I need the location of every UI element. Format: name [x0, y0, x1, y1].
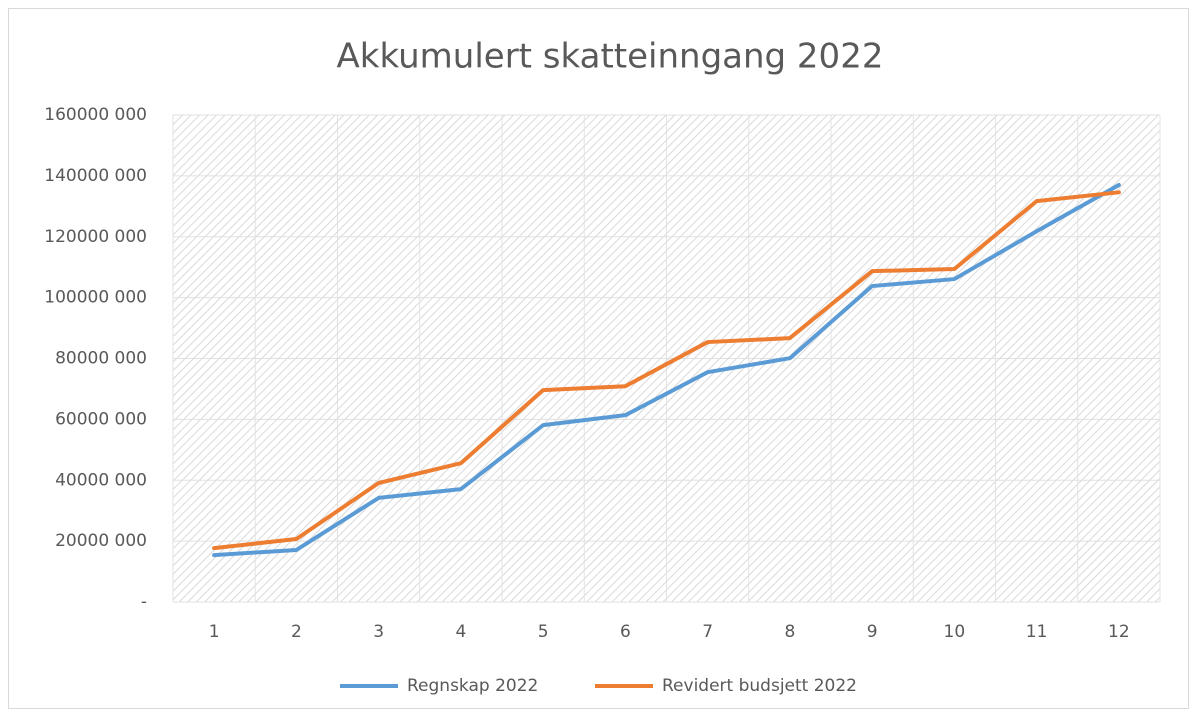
y-tick-label: 140000 000	[44, 166, 147, 186]
legend-label: Revidert budsjett 2022	[662, 676, 857, 696]
y-tick-label: 120000 000	[44, 227, 147, 247]
y-tick-label: 20000 000	[55, 531, 147, 551]
x-tick-label: 1	[209, 622, 220, 642]
series-line	[212, 183, 1121, 558]
y-tick-label: 100000 000	[44, 288, 147, 308]
x-tick-label: 7	[702, 622, 713, 642]
y-tick-label: -	[141, 592, 147, 612]
x-tick-label: 10	[944, 622, 966, 642]
x-tick-label: 6	[620, 622, 631, 642]
x-tick-label: 3	[373, 622, 384, 642]
y-tick-label: 40000 000	[55, 470, 147, 490]
x-tick-label: 4	[455, 622, 466, 642]
x-tick-label: 2	[291, 622, 302, 642]
x-tick-label: 11	[1026, 622, 1048, 642]
x-tick-label: 12	[1108, 622, 1130, 642]
x-tick-label: 8	[784, 622, 795, 642]
y-tick-label: 160000 000	[44, 105, 147, 125]
chart-title: Akkumulert skatteinngang 2022	[337, 37, 884, 77]
x-tick-label: 9	[867, 622, 878, 642]
y-tick-label: 80000 000	[55, 349, 147, 369]
y-tick-label: 60000 000	[55, 409, 147, 429]
series-line	[212, 190, 1121, 551]
x-tick-label: 5	[538, 622, 549, 642]
legend-label: Regnskap 2022	[407, 676, 538, 696]
